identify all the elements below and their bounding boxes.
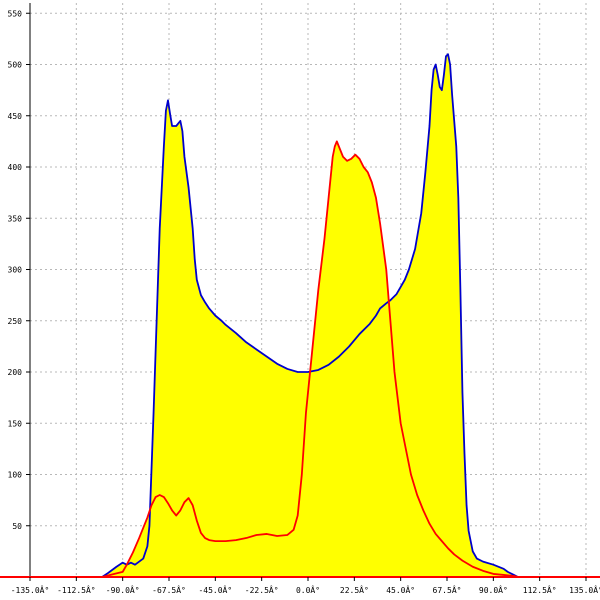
blue-series-line: [101, 53, 519, 578]
x-tick-label: 112.5Â°: [523, 584, 557, 595]
x-tick-label: -67.5Â°: [152, 584, 186, 595]
y-tick-label: 250: [8, 317, 23, 326]
y-tick-label: 400: [8, 163, 23, 172]
yellow-area-fill: [102, 54, 519, 577]
y-tick-label: 200: [8, 368, 23, 377]
y-tick-label: 150: [8, 419, 23, 428]
y-tick-label: 450: [8, 112, 23, 121]
x-tick-label: -22.5Â°: [245, 584, 279, 595]
y-tick-label: 500: [8, 61, 23, 70]
x-tick-label: -112.5Â°: [57, 584, 96, 595]
y-tick-label: 550: [8, 9, 23, 18]
x-tick-label: -135.0Â°: [11, 584, 50, 595]
series-lines: [101, 53, 519, 578]
x-tick-label: -90.0Â°: [106, 584, 140, 595]
x-tick-label: 135.0Â°: [569, 584, 600, 595]
y-tick-label: 100: [8, 471, 23, 480]
y-tick-label: 300: [8, 266, 23, 275]
axes: [0, 3, 600, 578]
tick-labels: -135.0Â° -112.5Â° -90.0Â° -67.5Â° -45.0Â° -22…: [8, 9, 600, 595]
x-tick-label: -45.0Â°: [198, 584, 232, 595]
y-tick-label: 350: [8, 214, 23, 223]
x-tick-label: 22.5Â°: [340, 584, 369, 595]
x-tick-label: 45.0Â°: [386, 584, 415, 595]
x-tick-label: 67.5Â°: [433, 584, 462, 595]
x-tick-label: 0.0Â°: [296, 584, 320, 595]
y-tick-label: 50: [12, 522, 22, 531]
x-tick-label: 90.0Â°: [479, 584, 508, 595]
red-series-line: [101, 140, 519, 578]
area-fill-layer: [102, 54, 519, 577]
